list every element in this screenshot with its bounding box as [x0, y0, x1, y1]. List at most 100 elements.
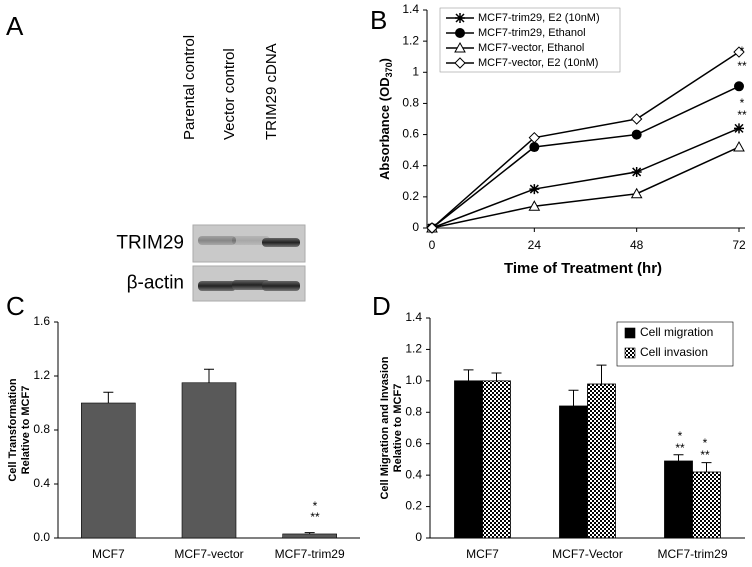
panel-letter: A [6, 11, 24, 41]
marker [734, 123, 744, 134]
panel-letter: B [370, 5, 387, 35]
x-tick-label: MCF7-vector [174, 547, 243, 561]
x-tick-label: MCF7 [92, 547, 125, 561]
series-line [431, 51, 740, 229]
lane-label: TRIM29 cDNA [263, 43, 280, 140]
y-tick-label: 1.2 [33, 368, 50, 382]
y-axis-label: Cell Migration and Invasion [379, 356, 391, 499]
y-tick-label: 1.2 [402, 33, 419, 47]
series-line [431, 127, 740, 229]
bar [664, 460, 693, 539]
bar [282, 533, 337, 539]
annotation: ** [700, 448, 710, 462]
series-line [431, 85, 740, 229]
y-tick-label: 0.4 [402, 158, 419, 172]
annotation: ** [737, 108, 747, 122]
lane-label: Vector control [221, 48, 238, 140]
marker [529, 184, 540, 195]
y-tick-label: 0.8 [402, 96, 419, 110]
y-tick-label: 0.2 [402, 189, 419, 203]
legend-label: MCF7-trim29, E2 (10nM) [478, 12, 600, 24]
error-bar [204, 368, 214, 383]
y-tick-label: 1 [412, 64, 419, 78]
legend-label: MCF7-vector, E2 (10nM) [478, 57, 598, 69]
annotation: * [678, 429, 683, 443]
y-tick-label: 0.8 [405, 404, 422, 418]
lane-label: Parental control [181, 35, 198, 140]
error-bar [673, 454, 684, 461]
legend-label: MCF7-trim29, Ethanol [478, 27, 586, 39]
y-tick-label: 0.4 [33, 476, 50, 490]
panel-letter: D [372, 291, 391, 321]
annotation: ** [737, 59, 747, 73]
annotation: * [740, 96, 745, 110]
legend-marker [454, 41, 466, 53]
series-line [431, 146, 740, 229]
error-bar [491, 372, 502, 381]
marker [630, 187, 643, 199]
y-tick-label: 1.6 [33, 314, 50, 328]
band [198, 281, 236, 291]
y-tick-label: 1.4 [405, 310, 422, 324]
marker [733, 140, 745, 152]
legend-box [439, 7, 621, 73]
y-tick-label: 0.8 [33, 422, 50, 436]
marker [733, 46, 745, 58]
y-axis-label-end: ) [377, 58, 392, 62]
legend-marker [455, 13, 465, 23]
marker [631, 129, 642, 140]
annotation: * [703, 436, 708, 450]
band [232, 236, 270, 245]
marker [529, 142, 540, 153]
annotation: ** [675, 441, 685, 455]
row-label: β-actin [127, 273, 184, 294]
x-tick-label: MCF7 [466, 547, 499, 561]
y-tick-label: 0.6 [402, 127, 419, 141]
legend-label: Cell migration [640, 325, 713, 339]
marker [734, 81, 744, 92]
error-bar [701, 462, 712, 472]
y-axis-label: Cell Transformation [7, 378, 19, 482]
error-bar [304, 532, 315, 534]
legend-label: MCF7-vector, Ethanol [478, 42, 584, 54]
bar [81, 402, 136, 539]
error-bar [463, 369, 474, 381]
legend-swatch [624, 347, 636, 359]
y-tick-label: 1.0 [405, 373, 422, 387]
band [198, 236, 236, 245]
annotation: ** [310, 510, 320, 524]
band [262, 238, 300, 247]
marker [426, 222, 438, 234]
marker [630, 113, 643, 125]
y-tick-label: 0 [412, 220, 419, 234]
y-axis-label-text: Absorbance (OD [377, 77, 392, 180]
x-tick-label: MCF7-trim29 [275, 547, 345, 561]
band [232, 280, 270, 290]
x-tick-label: 24 [528, 238, 542, 252]
error-bar [103, 391, 114, 403]
row-label: TRIM29 [116, 233, 184, 254]
y-tick-label: 0 [415, 530, 422, 544]
annotation: * [313, 499, 318, 513]
legend-marker [455, 28, 465, 38]
marker [528, 131, 541, 144]
error-bar [596, 364, 607, 384]
y-tick-label: 1.4 [402, 2, 419, 16]
bar [587, 383, 616, 539]
y-axis-label: Relative to MCF7 [392, 384, 404, 473]
bar [692, 471, 721, 539]
y-axis-label: Relative to MCF7 [20, 386, 32, 475]
bar [181, 382, 237, 539]
marker [631, 166, 642, 177]
legend-box [616, 321, 734, 367]
marker [528, 200, 541, 211]
x-axis-label: Time of Treatment (hr) [504, 260, 662, 277]
annotation: * [740, 44, 745, 58]
bar [454, 380, 483, 539]
legend-label: Cell invasion [640, 345, 708, 359]
y-tick-label: 0.4 [405, 467, 422, 481]
x-tick-label: MCF7-Vector [552, 547, 623, 561]
x-tick-label: 72 [732, 238, 746, 252]
